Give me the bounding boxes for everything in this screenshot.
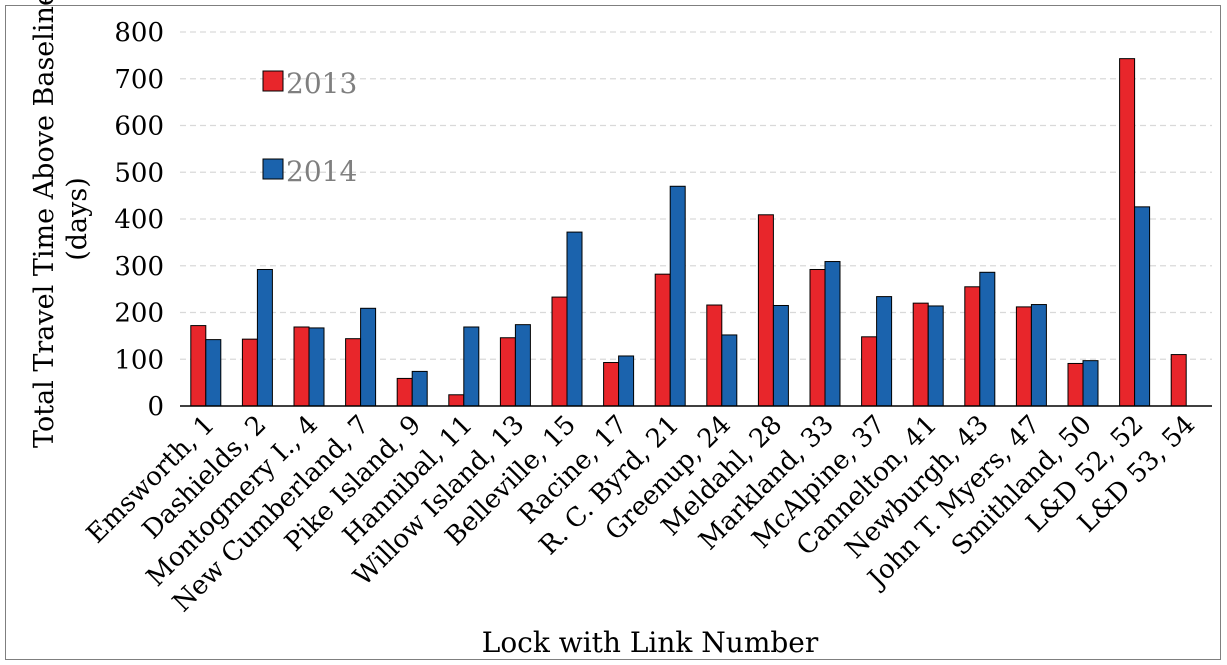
bar-2013	[499, 337, 516, 407]
bar-2013	[241, 338, 258, 407]
bar-2013	[551, 296, 568, 407]
bar-2013	[861, 336, 878, 407]
bars	[190, 58, 1187, 407]
bar-2013	[1015, 306, 1032, 407]
bar-2013	[1119, 58, 1136, 407]
bar-2013	[345, 338, 362, 407]
bar-2014	[618, 355, 635, 407]
bar-2014	[669, 185, 686, 407]
bar-2014	[721, 334, 738, 407]
bar-2014	[772, 304, 789, 407]
bar-2013	[190, 325, 207, 407]
bar-2014	[876, 296, 893, 407]
y-tick-label: 100	[114, 345, 164, 375]
y-tick-labels: 0 100 200 300 400 500 600 700 800	[114, 18, 164, 422]
bar-2014	[927, 305, 944, 407]
y-tick-label: 200	[114, 299, 164, 329]
legend-label-2014: 2014	[286, 155, 357, 188]
x-axis-title: Lock with Link Number	[482, 626, 819, 659]
bar-2014	[308, 327, 325, 407]
bar-2013	[654, 273, 671, 407]
bar-2013	[1170, 354, 1187, 407]
bar-2013	[603, 362, 620, 407]
legend-swatch-2014	[262, 158, 284, 180]
y-tick-label: 500	[114, 158, 164, 188]
y-tick-label: 300	[114, 252, 164, 282]
bar-2014	[411, 370, 428, 407]
bar-2014	[205, 339, 222, 407]
bar-2013	[396, 377, 413, 407]
bar-2014	[463, 326, 480, 407]
bar-2014	[566, 231, 583, 407]
bar-2014	[979, 271, 996, 407]
bar-2013	[448, 394, 465, 407]
bar-2013	[293, 326, 310, 407]
y-axis-title-line2: (days)	[62, 177, 93, 261]
bar-2014	[256, 268, 273, 407]
bar-2014	[514, 324, 531, 407]
bar-2013	[706, 304, 723, 407]
bar-2014	[824, 261, 841, 407]
legend: 2013 2014	[262, 67, 357, 188]
bar-2014	[360, 307, 377, 407]
legend-label-2013: 2013	[286, 67, 357, 100]
y-tick-label: 0	[147, 392, 164, 422]
bar-2014	[1082, 360, 1099, 407]
y-tick-label: 400	[114, 205, 164, 235]
bar-2013	[1067, 362, 1084, 407]
y-tick-label: 600	[114, 112, 164, 142]
bar-2013	[912, 302, 929, 407]
bar-2014	[1030, 304, 1047, 407]
bar-2013	[964, 286, 981, 407]
bar-2014	[1134, 206, 1151, 407]
bar-2013	[809, 268, 826, 407]
legend-swatch-2013	[262, 70, 284, 92]
y-tick-label: 800	[114, 18, 164, 48]
y-tick-label: 700	[114, 65, 164, 95]
y-axis-title-line1: Total Travel Time Above Baseline	[29, 0, 60, 448]
bar-2013	[757, 214, 774, 407]
